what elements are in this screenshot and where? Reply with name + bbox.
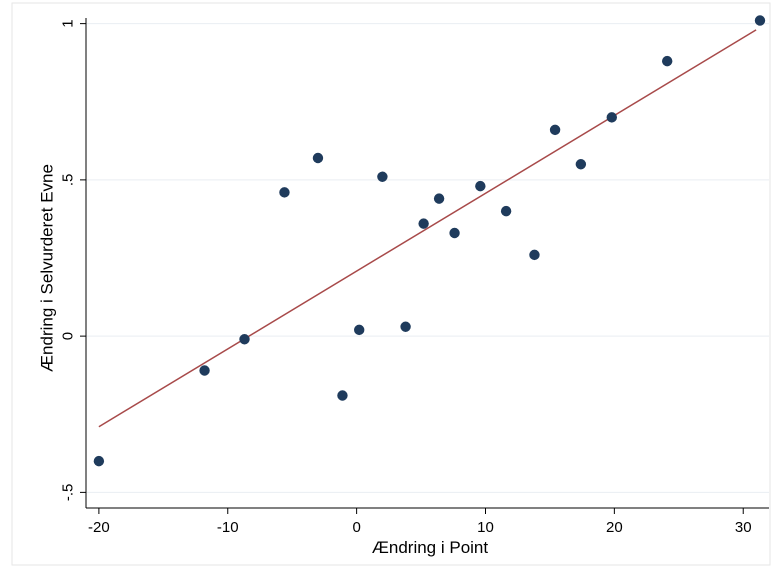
gridlines [86,23,769,493]
fit-line-group [98,29,757,428]
x-tick-label: 30 [735,519,752,536]
y-tick-label: 1 [60,19,77,27]
x-tick-label: 10 [477,519,494,536]
y-tick-label: .5 [60,174,77,187]
data-point [575,159,587,170]
x-tick-label: 0 [352,519,360,536]
data-point [418,218,429,229]
data-point [93,455,105,467]
data-point [377,171,388,182]
x-tick-label: -10 [217,519,239,536]
data-point [475,180,486,192]
data-point [661,55,673,67]
y-tick-label: -.5 [60,484,77,502]
y-axis-title: Ændring i Selvurderet Evne [38,164,57,372]
y-tick-label: 0 [60,332,77,340]
data-point [279,187,290,198]
x-tick-label: 20 [606,519,623,536]
data-point [529,249,540,261]
data-points [93,15,766,467]
data-point [500,205,512,217]
data-point [549,124,561,136]
figure-frame [11,2,771,566]
data-point [199,365,210,376]
data-point [433,193,445,204]
data-point [754,15,766,26]
data-point [606,112,617,123]
data-point [337,390,348,401]
data-point [354,324,365,336]
x-tick-label: -20 [88,519,110,536]
data-point [449,227,460,239]
x-axis-title: Ændring i Point [372,538,489,557]
data-point [312,152,324,164]
axes [85,18,769,509]
tick-labels: -20 -10 0 10 20 30 -.5 0 .5 1 [60,19,752,536]
data-point [239,334,250,345]
data-point [400,321,411,332]
fit-line [98,29,757,428]
